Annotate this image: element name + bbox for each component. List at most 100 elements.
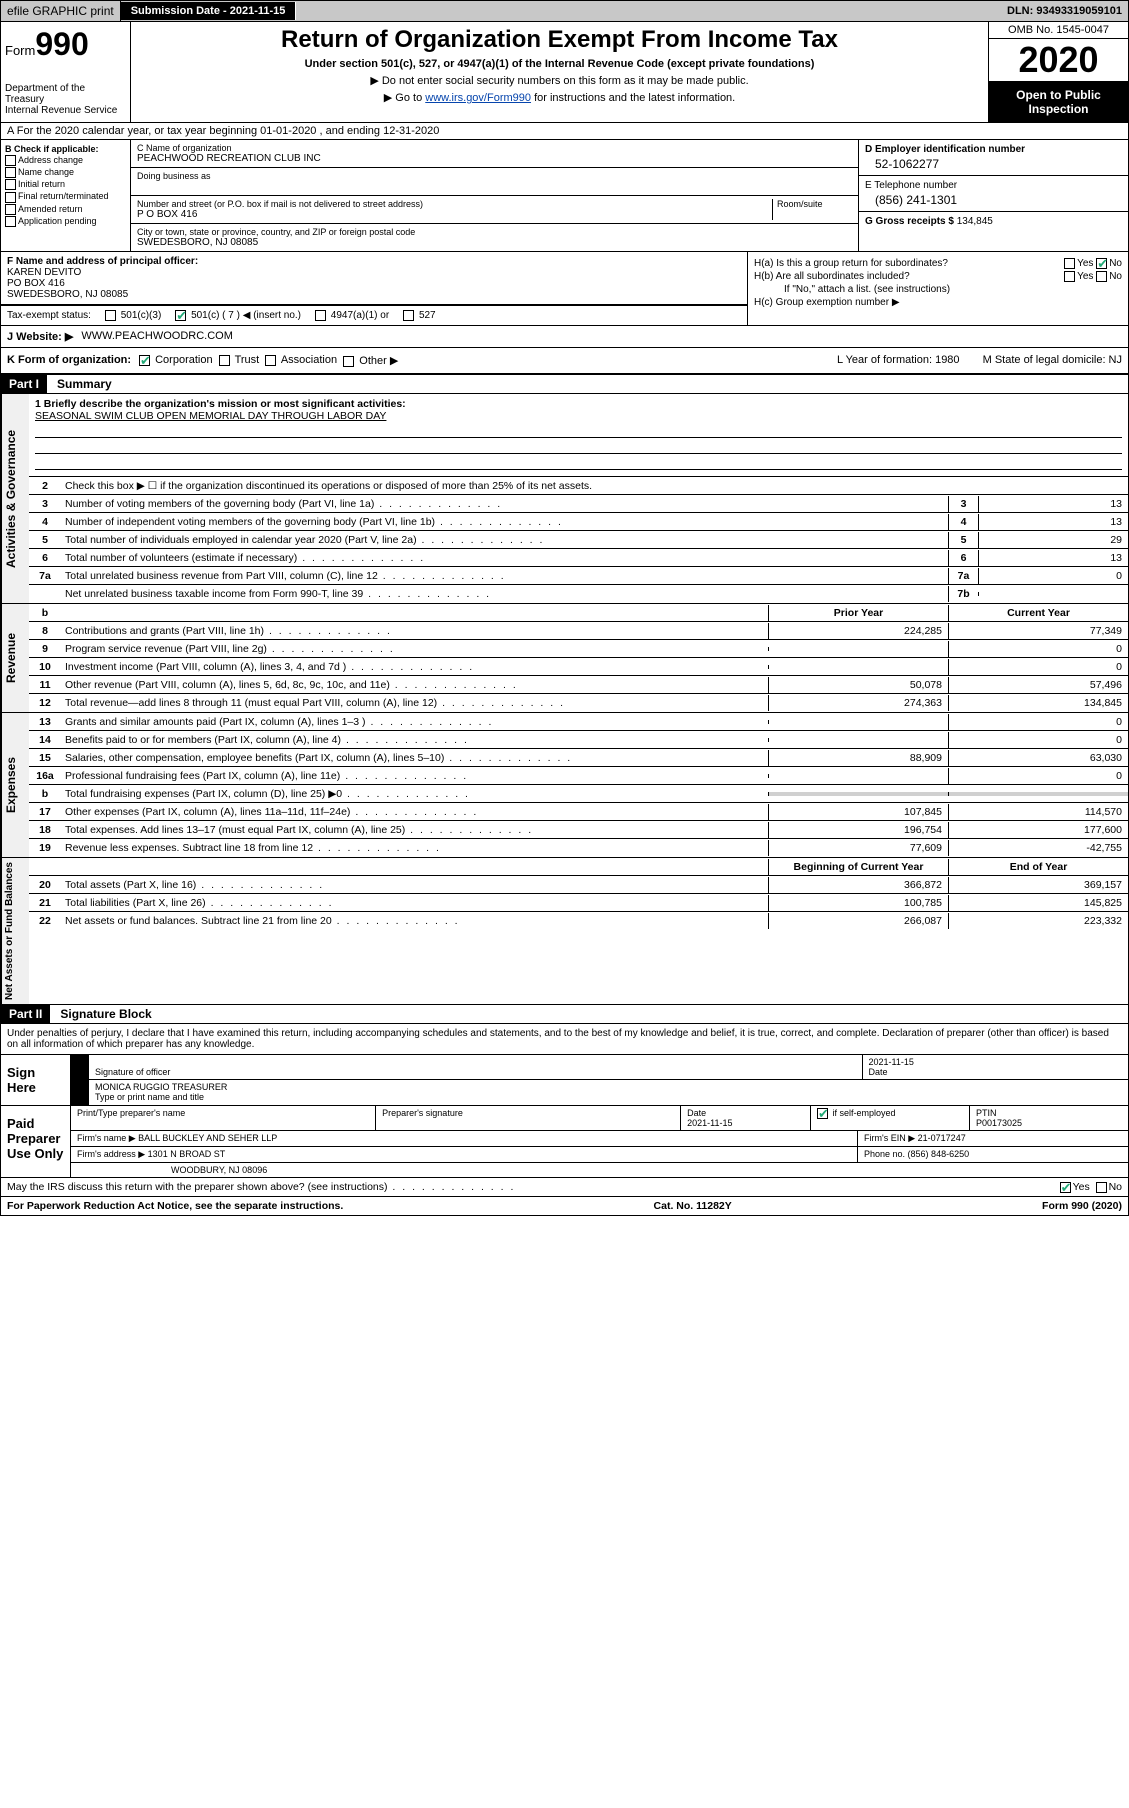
current-value: 0: [948, 714, 1128, 730]
line-num: [29, 592, 61, 596]
line-value: 13: [978, 496, 1128, 512]
efile-label: efile GRAPHIC print: [1, 1, 121, 21]
current-value: [948, 792, 1128, 796]
line-value: 13: [978, 514, 1128, 530]
chk-app-pending[interactable]: Application pending: [5, 216, 126, 227]
tab-governance: Activities & Governance: [1, 394, 29, 603]
dln: DLN: 93493319059101: [1001, 2, 1128, 20]
line-num: 21: [29, 895, 61, 911]
prep-name-lbl: Print/Type preparer's name: [71, 1106, 376, 1130]
prior-value: [768, 720, 948, 724]
line-text: Benefits paid to or for members (Part IX…: [61, 732, 768, 748]
line-num: 14: [29, 732, 61, 748]
sign-here-label: Sign Here: [1, 1055, 71, 1105]
form-header: Form990 Department of the Treasury Inter…: [0, 22, 1129, 123]
city-value: SWEDESBORO, NJ 08085: [137, 237, 852, 248]
dept-treasury: Department of the Treasury Internal Reve…: [5, 83, 126, 116]
line-num: 8: [29, 623, 61, 639]
line-box: 7a: [948, 568, 978, 584]
prior-value: 224,285: [768, 623, 948, 639]
paid-preparer-label: Paid Preparer Use Only: [1, 1106, 71, 1177]
line-text: Total number of volunteers (estimate if …: [61, 550, 948, 566]
officer-street: PO BOX 416: [7, 278, 741, 289]
h-b: H(b) Are all subordinates included? Yes …: [754, 271, 1122, 282]
current-value: 145,825: [948, 895, 1128, 911]
prior-value: 88,909: [768, 750, 948, 766]
chk-trust[interactable]: Trust: [219, 354, 260, 367]
line-num: 11: [29, 677, 61, 693]
self-emp: if self-employed: [811, 1106, 970, 1130]
type-name-lbl: Type or print name and title: [95, 1092, 1122, 1102]
section-b-thru-g: B Check if applicable: Address change Na…: [0, 140, 1129, 252]
line-value: 29: [978, 532, 1128, 548]
prior-value: 50,078: [768, 677, 948, 693]
current-value: -42,755: [948, 840, 1128, 856]
q1-label: 1 Briefly describe the organization's mi…: [35, 398, 1122, 410]
chk-corp[interactable]: Corporation: [139, 354, 213, 367]
gross-value: 134,845: [957, 216, 993, 227]
firm-name: BALL BUCKLEY AND SEHER LLP: [138, 1133, 277, 1143]
ein-label: D Employer identification number: [865, 144, 1122, 155]
line-num: 17: [29, 804, 61, 820]
org-name: PEACHWOOD RECREATION CLUB INC: [137, 153, 852, 164]
line-text: Total fundraising expenses (Part IX, col…: [61, 786, 768, 802]
city-label: City or town, state or province, country…: [137, 227, 852, 237]
line-num: 15: [29, 750, 61, 766]
firm-addr1: 1301 N BROAD ST: [148, 1149, 226, 1159]
line-num: 4: [29, 514, 61, 530]
goto-note: ▶ Go to www.irs.gov/Form990 for instruct…: [141, 91, 978, 104]
line-text: Net unrelated business taxable income fr…: [61, 586, 948, 602]
street-value: P O BOX 416: [137, 209, 772, 220]
line-text: Number of independent voting members of …: [61, 514, 948, 530]
chk-527[interactable]: 527: [403, 310, 435, 321]
prior-value: 77,609: [768, 840, 948, 856]
paperwork-notice: For Paperwork Reduction Act Notice, see …: [7, 1200, 343, 1212]
year-formation: L Year of formation: 1980: [837, 354, 960, 366]
part1-title: Summary: [47, 375, 122, 393]
line-num: 7a: [29, 568, 61, 584]
row-k-form-org: K Form of organization: Corporation Trus…: [0, 348, 1129, 374]
sign-arrow-icon: [71, 1055, 89, 1105]
chk-address-change[interactable]: Address change: [5, 155, 126, 166]
phone-label: E Telephone number: [865, 180, 1122, 191]
current-value: 369,157: [948, 877, 1128, 893]
line-text: Total expenses. Add lines 13–17 (must eq…: [61, 822, 768, 838]
line-text: Total liabilities (Part X, line 26): [61, 895, 768, 911]
form-footer: Form 990 (2020): [1042, 1200, 1122, 1212]
line-text: Salaries, other compensation, employee b…: [61, 750, 768, 766]
line-num: 18: [29, 822, 61, 838]
chk-501c3[interactable]: 501(c)(3): [105, 310, 161, 321]
website-value: WWW.PEACHWOODRC.COM: [81, 330, 233, 343]
h-a: H(a) Is this a group return for subordin…: [754, 258, 1122, 269]
prior-value: 100,785: [768, 895, 948, 911]
line-num: b: [29, 786, 61, 802]
ein-value: 52-1062277: [865, 157, 1122, 171]
line-text: Total number of individuals employed in …: [61, 532, 948, 548]
prep-date: 2021-11-15: [687, 1118, 732, 1128]
chk-assoc[interactable]: Association: [265, 354, 337, 367]
current-value: 0: [948, 659, 1128, 675]
dba-label: Doing business as: [137, 171, 852, 181]
gross-label: G Gross receipts $: [865, 216, 957, 227]
ssn-note: ▶ Do not enter social security numbers o…: [141, 74, 978, 87]
line-num: 16a: [29, 768, 61, 784]
prior-value: [768, 665, 948, 669]
chk-amended[interactable]: Amended return: [5, 204, 126, 215]
chk-final-return[interactable]: Final return/terminated: [5, 191, 126, 202]
prior-year-hdr: Prior Year: [768, 605, 948, 621]
line-num: 9: [29, 641, 61, 657]
h-c: H(c) Group exemption number ▶: [754, 297, 1122, 308]
chk-501c[interactable]: 501(c) ( 7 ) ◀ (insert no.): [175, 310, 301, 321]
current-value: 0: [948, 641, 1128, 657]
chk-4947[interactable]: 4947(a)(1) or: [315, 310, 389, 321]
chk-other[interactable]: Other ▶: [343, 354, 398, 367]
chk-name-change[interactable]: Name change: [5, 167, 126, 178]
line-num: 22: [29, 913, 61, 929]
current-value: 177,600: [948, 822, 1128, 838]
line-text: Professional fundraising fees (Part IX, …: [61, 768, 768, 784]
irs-link[interactable]: www.irs.gov/Form990: [425, 92, 531, 104]
room-label: Room/suite: [777, 199, 852, 209]
chk-initial-return[interactable]: Initial return: [5, 179, 126, 190]
row-a-tax-year: A For the 2020 calendar year, or tax yea…: [0, 123, 1129, 140]
date-lbl: Date: [869, 1067, 1123, 1077]
